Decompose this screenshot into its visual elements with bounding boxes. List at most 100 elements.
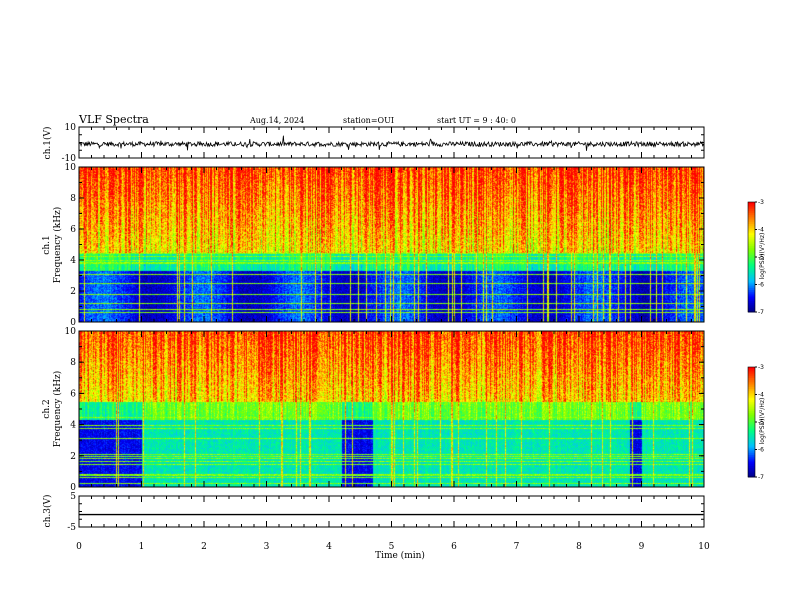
ch2-spectrogram-ylabel-channel: ch.2	[42, 399, 52, 418]
ch1-spectrogram-ylabel-freq: Frequency (kHz)	[52, 207, 63, 284]
colorbar-swatch	[748, 385, 755, 388]
y-tick-label: 8	[70, 358, 76, 368]
colorbar-swatch	[748, 387, 755, 390]
colorbar-swatch	[748, 236, 755, 240]
colorbar-swatch	[748, 401, 755, 405]
y-tick-label: 2	[70, 287, 76, 297]
colorbar-swatch	[748, 255, 755, 258]
ch1-waveform-panel: 10 -10	[62, 123, 705, 164]
colorbar-swatch	[748, 238, 755, 241]
colorbar-swatch	[748, 412, 755, 416]
colorbar-swatch	[748, 445, 755, 449]
colorbar-swatch	[748, 455, 755, 458]
colorbar-swatch	[748, 447, 755, 450]
colorbar-swatch	[748, 213, 755, 216]
colorbar-swatch	[748, 370, 755, 373]
colorbar-swatch	[748, 235, 755, 238]
colorbar-tick-label: -4	[758, 227, 764, 234]
colorbar-swatch	[748, 216, 755, 219]
y-tick-label: 0	[70, 483, 76, 493]
colorbar-swatch	[748, 269, 755, 273]
spectrogram-image	[79, 331, 704, 487]
colorbar-tick-label: -6	[758, 282, 764, 289]
colorbar-swatch	[748, 374, 755, 377]
colorbar-swatch	[748, 460, 755, 463]
colorbar-swatch	[748, 414, 755, 417]
y-tick-label: 10	[65, 163, 77, 173]
y-tick-label: 5	[70, 492, 76, 502]
colorbar-swatch	[748, 207, 755, 210]
y-tick-label: 10	[65, 123, 77, 133]
colorbar-swatch	[748, 304, 755, 307]
colorbar-swatch	[748, 202, 755, 205]
colorbar-swatch	[748, 253, 755, 256]
spectrogram-image	[79, 167, 704, 322]
colorbar-swatch	[748, 407, 755, 410]
colorbar-tick-label: -3	[758, 364, 764, 371]
colorbar-swatch	[748, 456, 755, 460]
colorbar-swatch	[748, 469, 755, 472]
colorbar-swatch	[748, 264, 755, 267]
header-date: Aug.14, 2024	[249, 116, 304, 125]
ch1-spectrogram-ylabel-channel: ch.1	[42, 235, 52, 254]
x-tick-label: 10	[698, 542, 710, 552]
colorbar-swatch	[748, 299, 755, 302]
y-tick-label: 4	[70, 256, 76, 266]
ch1-waveform-ylabel: ch.1(V)	[42, 127, 53, 160]
colorbar-swatch	[748, 422, 755, 425]
colorbar-swatch	[748, 275, 755, 278]
colorbar-swatch	[748, 383, 755, 386]
colorbar-swatch	[748, 260, 755, 263]
colorbar-swatch	[748, 262, 755, 265]
colorbar-swatch	[748, 436, 755, 439]
x-tick-label: 9	[639, 542, 645, 552]
x-tick-label: 8	[576, 542, 582, 552]
colorbar-swatch	[748, 258, 755, 262]
ch2-colorbar: -3 -4 -5 -6 -7	[747, 364, 764, 481]
colorbar-swatch	[748, 451, 755, 454]
colorbar-swatch	[748, 249, 755, 252]
header-station: station=OUI	[343, 116, 394, 125]
colorbar-swatch	[748, 244, 755, 247]
colorbar-swatch	[748, 203, 755, 207]
y-tick-label: 0	[70, 318, 76, 328]
colorbar-swatch	[748, 251, 755, 254]
colorbar-swatch	[748, 293, 755, 296]
colorbar-tick-label: -5	[758, 419, 764, 426]
colorbar-swatch	[748, 225, 755, 229]
colorbar-swatch	[748, 429, 755, 432]
x-tick-label: 1	[139, 542, 145, 552]
colorbar-swatch	[748, 220, 755, 223]
colorbar-swatch	[748, 280, 755, 284]
colorbar-swatch	[748, 396, 755, 399]
x-tick-label: 4	[326, 542, 332, 552]
colorbar-tick-label: -5	[758, 254, 764, 261]
colorbar-tick-label: -7	[758, 474, 764, 481]
colorbar-swatch	[748, 246, 755, 249]
colorbar-swatch	[748, 266, 755, 269]
header-start-time: start UT = 9 : 40: 0	[437, 116, 516, 125]
colorbar-swatch	[748, 453, 755, 456]
colorbar-swatch	[748, 257, 755, 260]
colorbar-swatch	[748, 295, 755, 298]
waveform-trace	[78, 135, 704, 151]
colorbar-swatch	[748, 389, 755, 392]
colorbar-swatch	[748, 310, 755, 313]
colorbar-swatch	[748, 458, 755, 461]
x-tick-label: 2	[201, 542, 207, 552]
colorbar-swatch	[748, 282, 755, 285]
colorbar-swatch	[748, 433, 755, 436]
colorbar-swatch	[748, 233, 755, 236]
ch2-spectrogram-panel: 0 2 4 6 8 10	[65, 327, 705, 493]
colorbar-swatch	[748, 378, 755, 381]
colorbar-swatch	[748, 405, 755, 408]
colorbar-swatch	[748, 308, 755, 311]
colorbar-swatch	[748, 394, 755, 397]
colorbar-swatch	[748, 466, 755, 469]
colorbar-swatch	[748, 462, 755, 465]
colorbar-swatch	[748, 418, 755, 421]
colorbar-swatch	[748, 473, 755, 476]
colorbar-swatch	[748, 403, 755, 406]
x-tick-label: 5	[389, 542, 395, 552]
